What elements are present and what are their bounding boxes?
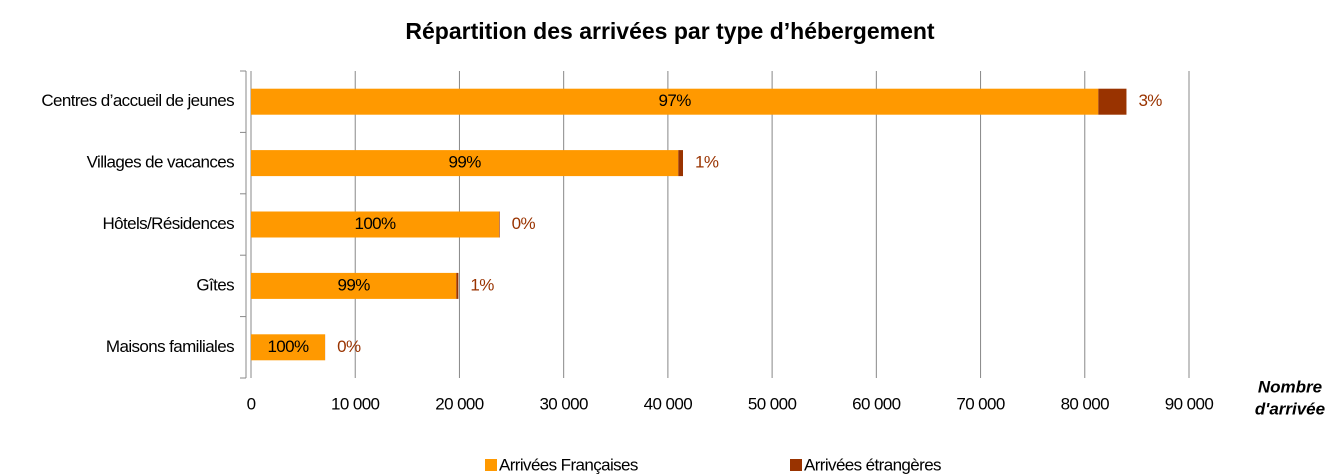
data-label: 100% xyxy=(354,214,396,233)
data-label: 1% xyxy=(470,275,494,294)
x-tick-label: 60 000 xyxy=(852,394,901,413)
x-tick-label: 70 000 xyxy=(956,394,1005,413)
x-tick-label: 90 000 xyxy=(1165,394,1214,413)
x-tick-label: 0 xyxy=(247,394,256,413)
data-label: 97% xyxy=(659,91,692,110)
data-label: 100% xyxy=(267,337,309,356)
x-tick-label: 30 000 xyxy=(539,394,588,413)
legend-swatch xyxy=(485,459,497,471)
x-axis-label: d'arrivée xyxy=(1255,399,1325,418)
bar-segment xyxy=(456,272,459,299)
bar-segment xyxy=(251,88,1099,115)
x-tick-label: 80 000 xyxy=(1061,394,1110,413)
bar-segment xyxy=(1098,88,1127,115)
x-tick-label: 40 000 xyxy=(644,394,693,413)
data-label: 0% xyxy=(512,214,536,233)
bar-segment xyxy=(678,150,684,177)
bar-segment xyxy=(251,334,325,361)
y-tick-label: Centres d’accueil de jeunes xyxy=(41,91,234,110)
data-label: 1% xyxy=(695,153,719,172)
y-tick-label: Hôtels/Résidences xyxy=(102,214,234,233)
legend-label: Arrivées étrangères xyxy=(804,455,941,474)
x-tick-label: 20 000 xyxy=(435,394,484,413)
bar-segment xyxy=(251,150,679,177)
x-axis-label: Nombre xyxy=(1258,377,1322,396)
legend-swatch xyxy=(790,459,802,471)
x-tick-label: 50 000 xyxy=(748,394,797,413)
y-tick-label: Maisons familiales xyxy=(106,337,234,356)
chart-title: Répartition des arrivées par type d’hébe… xyxy=(405,18,935,44)
bar-segment xyxy=(251,272,457,299)
y-tick-label: Villages de vacances xyxy=(87,153,235,172)
data-label: 99% xyxy=(449,153,482,172)
bar-segment xyxy=(499,211,500,238)
data-label: 0% xyxy=(337,337,361,356)
data-label: 3% xyxy=(1138,91,1162,110)
legend-label: Arrivées Françaises xyxy=(499,455,638,474)
y-tick-label: Gîtes xyxy=(196,275,234,294)
bar-segment xyxy=(251,211,500,238)
data-label: 99% xyxy=(338,275,371,294)
x-tick-label: 10 000 xyxy=(331,394,380,413)
